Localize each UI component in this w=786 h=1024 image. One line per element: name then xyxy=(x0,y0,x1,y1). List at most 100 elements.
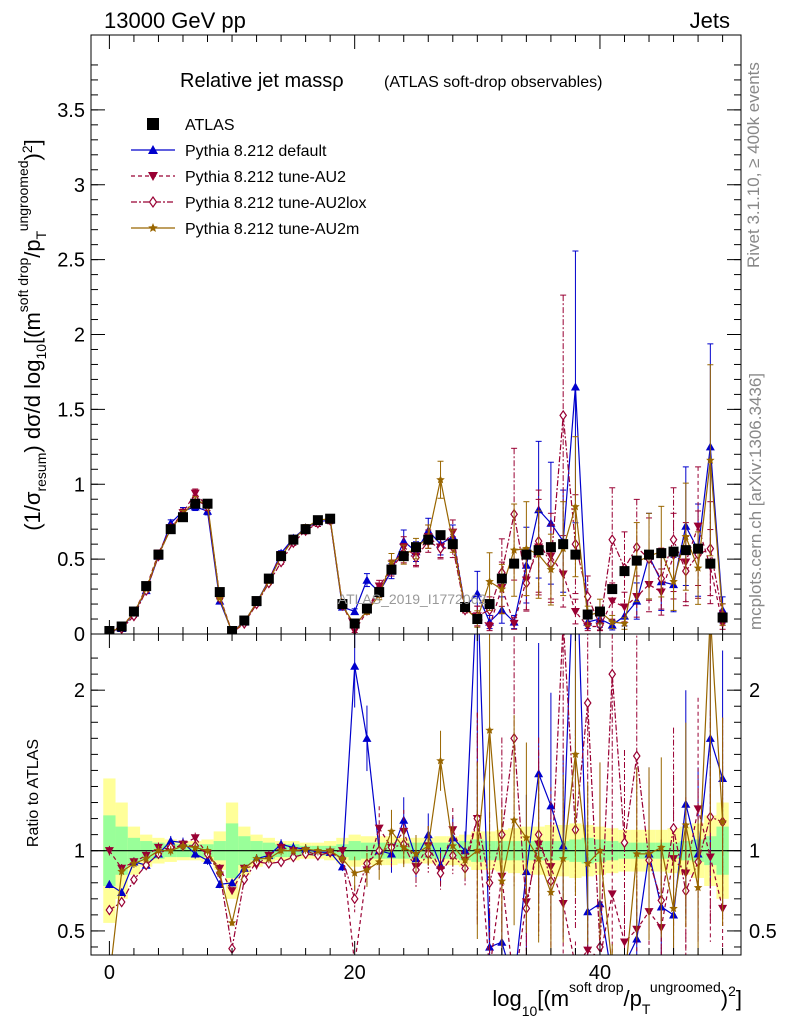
ratio-tick-label: 0.5 xyxy=(57,921,85,943)
atlas-point xyxy=(656,548,667,559)
ratio-point xyxy=(608,668,617,680)
atlas-point xyxy=(533,545,544,556)
data-point xyxy=(570,382,580,391)
legend-label: Pythia 8.212 tune-AU2lox xyxy=(185,195,366,212)
data-point xyxy=(509,619,519,629)
ratio-point xyxy=(264,854,274,863)
ratio-tick-label-right: 1 xyxy=(749,841,760,863)
ratio-point xyxy=(190,849,200,858)
series-ratio-line xyxy=(109,634,723,949)
data-point xyxy=(472,589,482,598)
atlas-point xyxy=(116,621,127,632)
legend-label: ATLAS xyxy=(185,117,235,134)
ratio-point xyxy=(325,846,335,855)
ratio-point xyxy=(718,817,727,826)
ratio-point xyxy=(669,904,678,913)
plot-title: Relative jet massρ (ATLAS soft-drop obse… xyxy=(180,70,602,92)
atlas-point xyxy=(509,558,520,569)
ratio-point xyxy=(485,967,494,975)
atlas-point xyxy=(570,549,581,560)
legend-label: Pythia 8.212 default xyxy=(185,143,327,160)
ratio-point xyxy=(387,826,396,836)
legend-entry: ATLAS xyxy=(147,117,235,134)
ratio-point xyxy=(350,661,360,670)
y-tick-label: 1 xyxy=(74,474,85,496)
ratio-point xyxy=(104,879,114,888)
ratio-point xyxy=(546,801,556,810)
ratio-point xyxy=(644,849,654,858)
y-tick-label: 2.5 xyxy=(57,250,85,272)
data-point xyxy=(387,557,396,566)
ratio-point xyxy=(129,859,139,868)
ratio-point xyxy=(105,904,114,916)
ratio-plot-area xyxy=(91,610,741,975)
x-tick-label: 40 xyxy=(589,962,611,984)
svg-text:(1/σresum) dσ/d log10[(msoft d: (1/σresum) dσ/d log10[(msoft drop/pTungr… xyxy=(15,139,49,531)
ratio-point xyxy=(534,854,543,863)
ratio-point xyxy=(657,843,666,852)
atlas-point xyxy=(631,555,642,566)
atlas-point xyxy=(214,587,225,598)
atlas-point xyxy=(484,599,495,610)
ratio-tick-label: 1 xyxy=(74,841,85,863)
ratio-point xyxy=(436,867,445,879)
y-tick-label: 3.5 xyxy=(57,100,85,122)
ratio-point xyxy=(620,960,629,968)
data-point xyxy=(350,607,360,616)
data-point xyxy=(571,502,580,511)
atlas-point xyxy=(705,558,716,569)
atlas-point xyxy=(239,615,250,626)
ratio-point xyxy=(240,863,249,872)
y-tick-label: 3 xyxy=(74,175,85,197)
atlas-point xyxy=(423,534,434,545)
data-point xyxy=(559,409,568,421)
atlas-point xyxy=(153,549,164,560)
atlas-point xyxy=(545,542,556,553)
analysis-watermark: ATLAS_2019_I1772062 xyxy=(338,591,487,607)
ratio-point xyxy=(191,843,200,852)
ratio-point xyxy=(190,834,200,843)
ratio-point xyxy=(154,846,163,855)
legend-marker xyxy=(148,195,158,209)
x-tick-label: 0 xyxy=(104,962,115,984)
ratio-tick-label-right: 2 xyxy=(749,680,760,702)
data-point xyxy=(669,577,678,586)
ratio-point xyxy=(166,836,176,845)
ratio-point xyxy=(497,876,507,885)
data-point xyxy=(485,622,495,632)
atlas-point xyxy=(693,543,704,554)
ratio-point xyxy=(142,859,151,871)
series-atlas-main xyxy=(104,498,728,634)
y-tick-label: 2 xyxy=(74,325,85,347)
atlas-point xyxy=(251,596,262,607)
ratio-tick-label: 2 xyxy=(74,680,85,702)
ratio-point xyxy=(337,847,347,856)
data-point xyxy=(620,619,629,628)
legend-entry: Pythia 8.212 tune-AU2lox xyxy=(131,195,366,212)
series-4-ratio xyxy=(111,610,727,955)
data-point xyxy=(681,532,691,541)
atlas-point xyxy=(472,614,483,625)
data-point xyxy=(485,577,494,586)
ratio-point xyxy=(681,820,691,829)
ratio-point xyxy=(571,749,580,758)
data-point xyxy=(706,455,715,464)
atlas-point xyxy=(644,549,655,560)
data-point xyxy=(215,593,225,602)
atlas-point xyxy=(300,524,311,535)
ratio-point xyxy=(571,963,580,971)
ratio-point xyxy=(706,610,715,618)
energy-label: 13000 GeV pp xyxy=(104,8,246,33)
ratio-point xyxy=(632,750,641,762)
atlas-point xyxy=(435,530,446,541)
atlas-point xyxy=(337,599,348,610)
data-point xyxy=(669,534,678,546)
ratio-point xyxy=(583,946,593,955)
atlas-point xyxy=(668,546,679,557)
category-label: Jets xyxy=(689,8,730,33)
atlas-point xyxy=(496,573,507,584)
ratio-point xyxy=(558,854,568,863)
ratio-point xyxy=(203,846,212,855)
ratio-point xyxy=(130,874,138,886)
ratio-point xyxy=(227,878,237,887)
